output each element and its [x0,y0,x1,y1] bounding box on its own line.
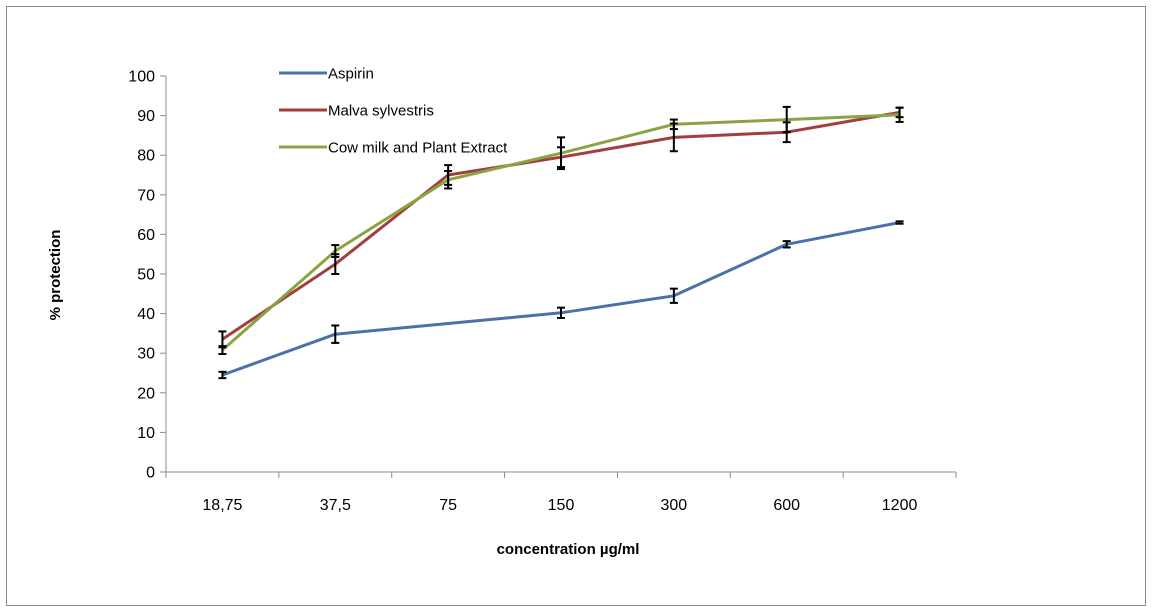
error-bar [444,170,453,190]
legend: Aspirin Malva sylvestris Cow milk and Plan… [279,66,508,157]
legend-item: Aspirin [279,66,374,83]
x-tick-label: 75 [439,497,457,514]
y-tick-label: 20 [137,385,155,402]
x-tick-label: 1200 [882,497,918,514]
error-bar [557,306,565,319]
x-axis-title: concentration µg/ml [497,541,640,558]
error-bar [782,105,791,134]
error-bar [782,240,791,249]
error-bar [218,370,227,380]
legend-label: Aspirin [328,66,374,83]
line-chart: 0 10 20 30 40 50 60 70 80 90 100 18,75 37,5 75 150 300 6… [47,66,957,558]
error-bar [331,324,340,344]
y-tick-label: 100 [128,69,155,86]
series-line-1 [221,221,900,377]
y-tick-label: 70 [137,187,155,204]
error-bar [218,330,227,349]
y-tick-label: 30 [137,346,155,363]
error-bar [218,345,227,355]
error-bar [557,136,565,171]
legend-label: Malva sylvestris [328,103,434,120]
legend-item: Cow milk and Plant Extract [279,140,508,157]
tick-labels: 0 10 20 30 40 50 60 70 80 90 100 18,75 37,5 75 150 300 6… [128,69,917,515]
y-axis-title: % protection [47,230,64,321]
x-tick-label: 150 [548,497,575,514]
y-tick-label: 0 [146,465,155,482]
error-bar [669,118,678,131]
x-tick-label: 37,5 [320,497,351,514]
error-bar [331,244,340,258]
y-tick-label: 80 [137,148,155,165]
y-tick-label: 90 [137,108,155,125]
legend-item: Malva sylvestris [279,103,434,120]
x-tick-label: 300 [661,497,688,514]
error-bar [895,220,904,225]
error-bars [218,105,904,380]
error-bar [669,287,678,304]
x-tick-label: 18,75 [202,497,242,514]
legend-label: Cow milk and Plant Extract [328,140,508,157]
y-tick-label: 60 [137,227,155,244]
x-tick-label: 600 [773,497,800,514]
axes [160,75,957,478]
y-tick-label: 50 [137,267,155,284]
y-tick-label: 10 [137,425,155,442]
y-tick-label: 40 [137,306,155,323]
error-bar [895,106,904,123]
chart-frame: 0 10 20 30 40 50 60 70 80 90 100 18,75 37,5 75 150 300 6… [6,6,1146,606]
